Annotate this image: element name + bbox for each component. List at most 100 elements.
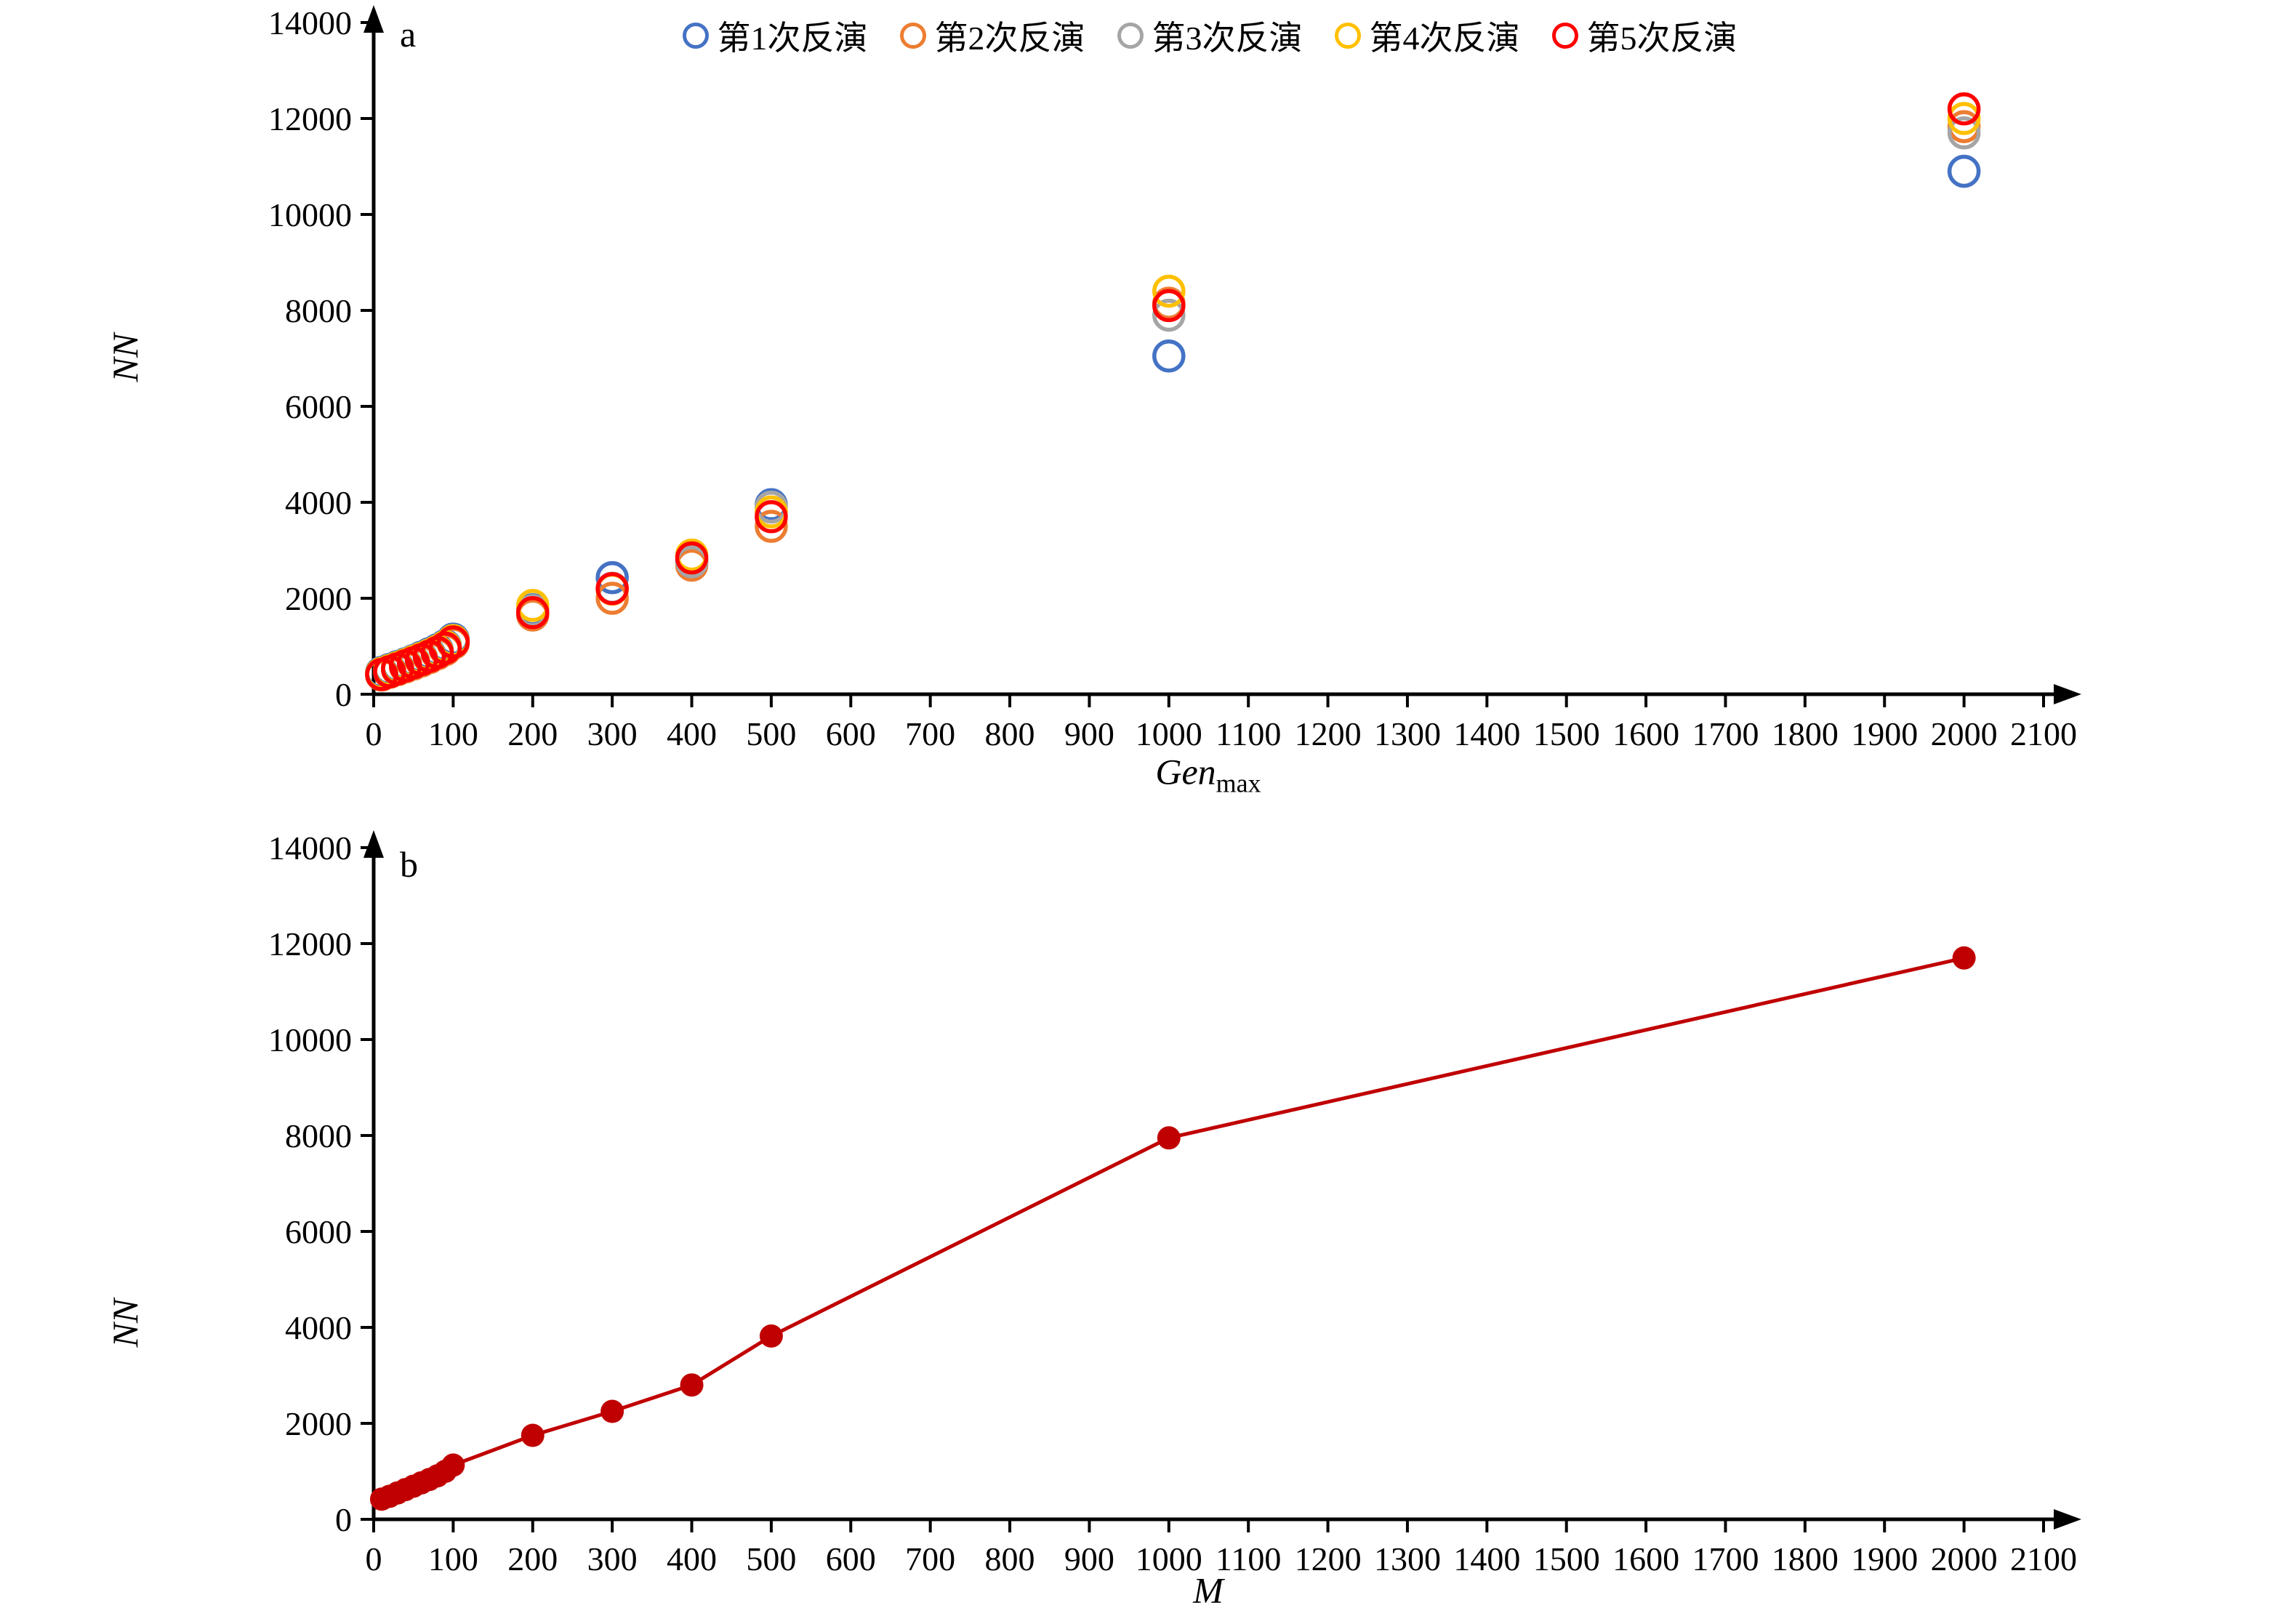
y-tick-label: 10000 — [268, 196, 352, 233]
y-tick-label: 6000 — [285, 1213, 352, 1250]
legend-label: 第5次反演 — [1586, 20, 1737, 57]
y-axis-arrow-icon — [363, 5, 384, 33]
legend-item: 第5次反演 — [1551, 12, 1737, 60]
series-5-a — [365, 92, 1981, 691]
legend-label: 第2次反演 — [934, 20, 1085, 57]
y-tick-label: 8000 — [285, 292, 352, 329]
x-tick-label: 1400 — [1453, 715, 1520, 752]
data-point — [755, 510, 788, 543]
y-tick-label: 8000 — [285, 1117, 352, 1154]
y-tick-label: 10000 — [268, 1021, 352, 1058]
data-point — [1947, 92, 1981, 126]
data-point — [1157, 1126, 1181, 1150]
data-point — [1947, 116, 1981, 150]
x-tick-label: 2100 — [2010, 715, 2077, 752]
data-point — [441, 1453, 465, 1477]
legend-label: 第1次反演 — [717, 20, 868, 57]
data-point — [436, 625, 470, 659]
x-tick-label: 1100 — [1216, 715, 1281, 752]
y-tick-label: 0 — [335, 676, 352, 713]
data-point — [755, 500, 788, 534]
x-tick-label: 2000 — [1931, 1540, 1998, 1577]
chart-b: 0 100 200 300 400 500 600 700 800 900 1000 1100 1200… — [268, 829, 2081, 1577]
data-point — [595, 572, 629, 606]
x-axis-title-sub: max — [1216, 768, 1261, 798]
chart-a: 0 100 200 300 400 500 600 700 800 900 1000 1100 1200… — [268, 4, 2081, 752]
panel-label-a: a — [400, 14, 417, 55]
y-tick-label: 0 — [335, 1501, 352, 1538]
x-tick-label: 700 — [905, 1540, 955, 1577]
x-axis-title-a: Genmax — [1155, 754, 1261, 797]
x-tick-label: 900 — [1064, 715, 1114, 752]
x-tick-label: 100 — [428, 1540, 478, 1577]
axes: 0 100 200 300 400 500 600 700 800 900 1000 1100 1200… — [268, 4, 2081, 752]
y-tick-label: 12000 — [268, 925, 352, 962]
x-tick-label: 500 — [746, 715, 796, 752]
y-tick-label: 14000 — [268, 829, 352, 867]
data-point — [1152, 339, 1186, 373]
open-circle-icon — [1551, 23, 1578, 49]
x-tick-label: 1200 — [1295, 1540, 1362, 1577]
x-tick-label: 1000 — [1136, 1540, 1202, 1577]
x-tick-label: 2100 — [2010, 1540, 2077, 1577]
x-tick-label: 100 — [428, 715, 478, 752]
x-tick-label: 300 — [587, 715, 638, 752]
y-axis-title-text: NN — [105, 1298, 145, 1348]
open-circle-icon — [1117, 23, 1144, 49]
x-tick-label: 800 — [985, 1540, 1035, 1577]
x-tick-label: 500 — [746, 1540, 796, 1577]
data-point — [1152, 298, 1186, 332]
data-point — [516, 596, 550, 630]
x-tick-label: 1100 — [1216, 1540, 1281, 1577]
data-point — [1947, 102, 1981, 135]
open-circle-icon — [899, 23, 926, 49]
x-tick-label: 1200 — [1295, 715, 1362, 752]
x-tick-label: 1500 — [1533, 715, 1600, 752]
x-tick-label: 0 — [366, 715, 382, 752]
axes: 0 100 200 300 400 500 600 700 800 900 1000 1100 1200… — [268, 829, 2081, 1577]
x-tick-label: 800 — [985, 715, 1035, 752]
x-tick-label: 1300 — [1374, 715, 1441, 752]
data-point — [1152, 289, 1186, 323]
x-tick-label: 700 — [905, 715, 955, 752]
data-point — [680, 1373, 704, 1397]
legend-label: 第4次反演 — [1369, 20, 1520, 57]
x-tick-label: 1800 — [1772, 1540, 1839, 1577]
x-tick-label: 300 — [587, 1540, 638, 1577]
data-point — [600, 1399, 624, 1423]
y-tick-label: 2000 — [285, 580, 352, 617]
x-tick-label: 600 — [826, 715, 876, 752]
x-tick-label: 600 — [826, 1540, 876, 1577]
x-tick-label: 1900 — [1851, 1540, 1918, 1577]
data-point — [675, 541, 709, 575]
y-tick-label: 4000 — [285, 484, 352, 521]
legend-item: 第1次反演 — [682, 12, 868, 60]
data-point — [1952, 946, 1976, 970]
data-point — [521, 1423, 545, 1447]
y-axis-title-a: NN — [105, 334, 145, 382]
legend-item: 第4次反演 — [1334, 12, 1520, 60]
x-tick-label: 200 — [507, 1540, 558, 1577]
y-tick-label: 2000 — [285, 1405, 352, 1442]
x-tick-label: 400 — [667, 1540, 717, 1577]
x-tick-label: 1600 — [1612, 715, 1679, 752]
x-tick-label: 200 — [507, 715, 558, 752]
x-tick-label: 0 — [366, 1540, 382, 1577]
series-1-b — [369, 946, 1976, 1511]
x-tick-label: 1800 — [1772, 715, 1839, 752]
x-tick-label: 1300 — [1374, 1540, 1441, 1577]
legend: 第1次反演 第2次反演 第3次反演 第4次反演 第5次反演 — [374, 12, 2046, 60]
legend-label: 第3次反演 — [1152, 20, 1303, 57]
y-tick-label: 14000 — [268, 4, 352, 41]
x-tick-label: 1000 — [1136, 715, 1202, 752]
x-axis-arrow-icon — [2054, 684, 2081, 704]
data-point — [1152, 274, 1186, 308]
x-axis-title-main: M — [1193, 1569, 1224, 1611]
x-tick-label: 1600 — [1612, 1540, 1679, 1577]
y-axis-title-b: NN — [105, 1298, 145, 1348]
x-tick-label: 2000 — [1931, 715, 1998, 752]
legend-item: 第3次反演 — [1117, 12, 1303, 60]
x-tick-label: 400 — [667, 715, 717, 752]
panel-label-b: b — [400, 844, 418, 885]
